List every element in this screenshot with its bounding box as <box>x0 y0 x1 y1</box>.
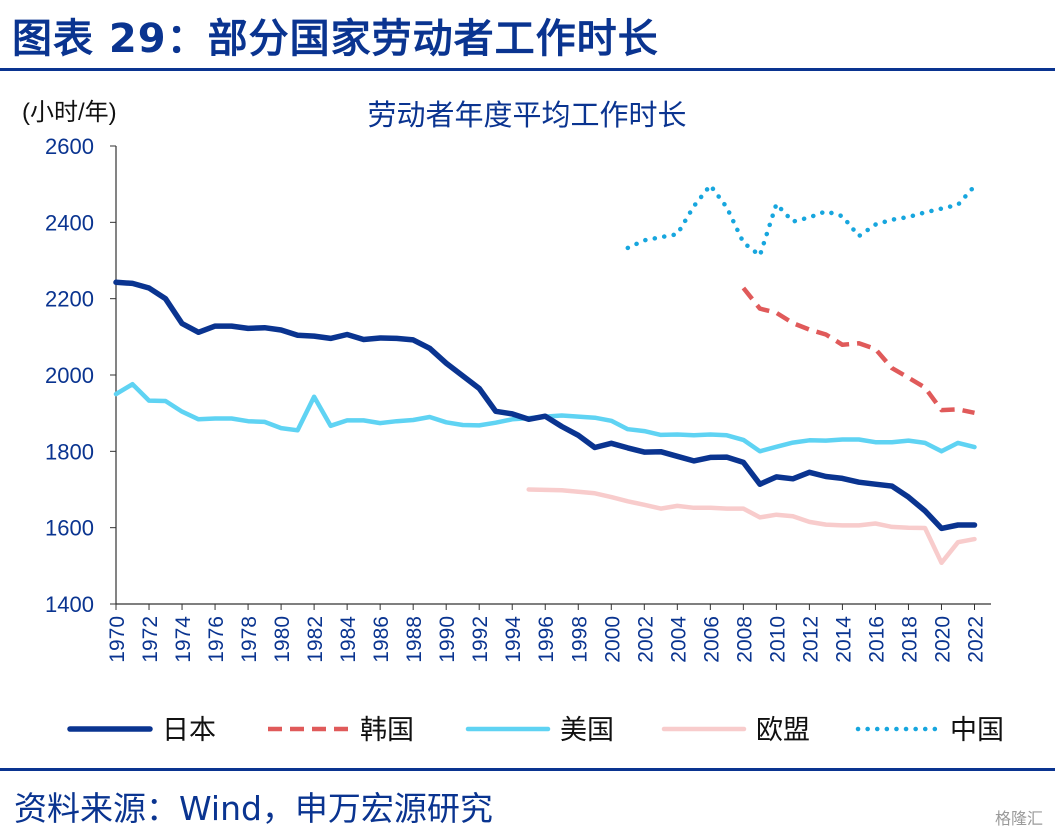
x-tick-label: 1998 <box>568 616 591 663</box>
x-tick-label: 1988 <box>403 616 426 663</box>
x-tick-label: 1980 <box>271 616 294 663</box>
x-tick-label: 1982 <box>304 616 327 663</box>
x-tick-label: 1994 <box>502 616 525 663</box>
legend: 日本 韩国 美国 欧盟 中国 <box>67 715 1004 746</box>
title-divider <box>0 68 1055 71</box>
footer-divider <box>0 768 1055 771</box>
series-line-korea <box>741 286 975 416</box>
y-tick-label: 1800 <box>45 439 94 464</box>
legend-label-japan: 日本 <box>162 715 216 746</box>
y-tick-label: 2400 <box>45 210 94 235</box>
legend-label-eu: 欧盟 <box>756 715 810 746</box>
x-tick-label: 2000 <box>601 616 624 663</box>
x-tick-label: 2018 <box>898 616 921 663</box>
source-note: 资料来源：Wind，申万宏源研究 <box>14 789 493 828</box>
x-tick-label: 2008 <box>733 616 756 663</box>
x-tick-label: 1972 <box>139 616 162 663</box>
y-axis-label: (小时/年) <box>22 99 117 126</box>
x-tick-label: 2002 <box>634 616 657 663</box>
y-tick-label: 2600 <box>45 134 94 159</box>
series-line-eu <box>526 487 977 566</box>
x-tick-label: 1974 <box>172 616 195 663</box>
x-tick-label: 2010 <box>766 616 789 663</box>
y-tick-label: 2000 <box>45 363 94 388</box>
x-tick-label: 1984 <box>337 616 360 663</box>
x-tick-label: 2004 <box>667 616 690 663</box>
page-title: 图表 29：部分国家劳动者工作时长 <box>12 16 659 62</box>
x-tick-label: 1976 <box>205 616 228 663</box>
x-tick-label: 1990 <box>436 616 459 663</box>
watermark: 格隆汇 <box>994 809 1043 828</box>
line-chart: 劳动者年度平均工作时长 (小时/年) 1400 1600 1800 2000 2200 2… <box>22 99 1004 746</box>
series-line-japan <box>113 279 978 532</box>
legend-label-korea: 韩国 <box>360 715 414 746</box>
axes: 1400 1600 1800 2000 2200 2400 2600 1970 1972 1974… <box>45 134 991 663</box>
y-tick-label: 1400 <box>45 592 94 617</box>
series-line-china <box>625 183 977 258</box>
x-tick-label: 1986 <box>370 616 393 663</box>
x-tick-label: 2006 <box>700 616 723 663</box>
x-tick-label: 1978 <box>238 616 261 663</box>
y-tick-label: 2200 <box>45 287 94 312</box>
chart-title: 劳动者年度平均工作时长 <box>367 99 686 132</box>
x-tick-label: 1996 <box>535 616 558 663</box>
x-tick-label: 2020 <box>931 616 954 663</box>
x-tick-label: 1992 <box>469 616 492 663</box>
legend-label-usa: 美国 <box>560 715 614 746</box>
y-tick-label: 1600 <box>45 516 94 541</box>
x-tick-label: 1970 <box>106 616 129 663</box>
legend-label-china: 中国 <box>950 715 1004 746</box>
series-layer <box>113 183 978 566</box>
x-tick-label: 2012 <box>799 616 822 663</box>
x-tick-label: 2022 <box>964 616 987 663</box>
x-tick-label: 2014 <box>832 616 855 663</box>
x-tick-label: 2016 <box>865 616 888 663</box>
